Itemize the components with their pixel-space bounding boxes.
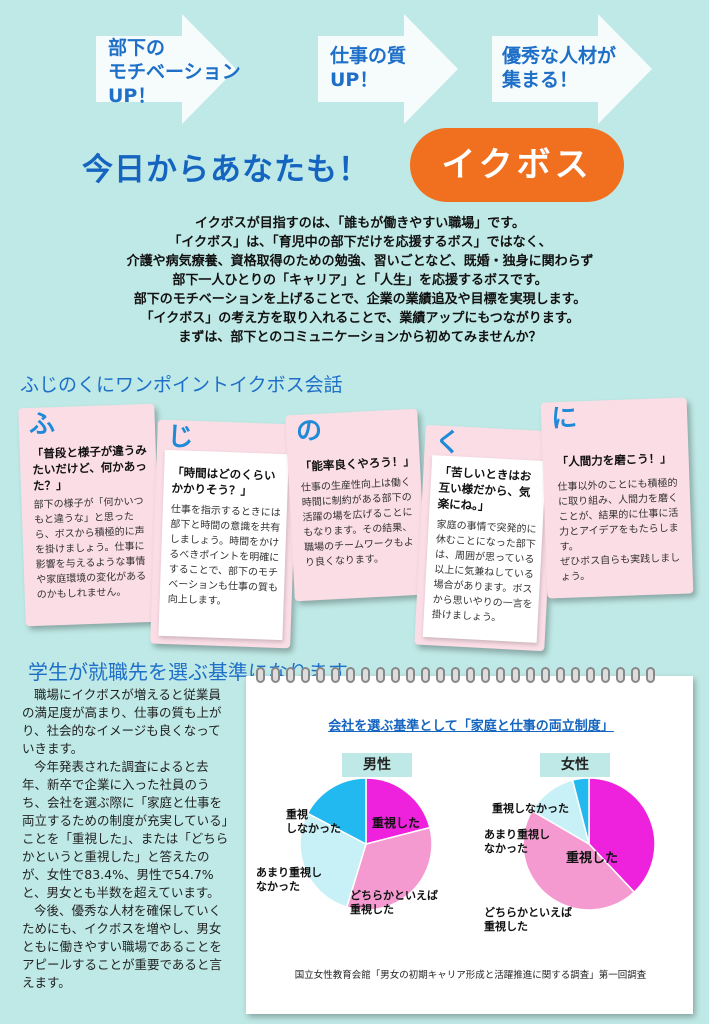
binder-rings [256, 667, 686, 687]
gender-label-male: 男性 [342, 753, 412, 777]
note-char: の [295, 415, 323, 448]
binder-ring [406, 667, 415, 683]
intro-line: 部下一人ひとりの「キャリア」と「人生」を応援するボスです。 [172, 273, 548, 288]
arrow-talent: 優秀な人材が 集まる！ [492, 14, 682, 124]
intro-line: まずは、部下とのコミュニケーションから初めてみませんか？ [178, 330, 542, 345]
note-head: 「人間力を磨こう！」 [556, 451, 672, 470]
intro-text: イクボスが目指すのは、「誰もが働きやすい職場」です。 「イクボス」は、「育児中の… [60, 214, 660, 347]
arrow-text-talent: 優秀な人材が 集まる！ [502, 45, 617, 91]
note-body: 仕事を指示するときには部下と時間の意識を共有しましょう。時間をかけるべきポイント… [167, 504, 281, 608]
arrow-motivation: 部下の モチベーション UP！ [96, 14, 286, 124]
headline: 今日からあなたも！ [82, 152, 370, 188]
chart-title: 会社を選ぶ基準として「家庭と仕事の両立制度」 [328, 719, 614, 734]
body-paragraph: 今年発表された調査によると去年、新卒で企業に入った社員のうち、会社を選ぶ際に「家… [22, 759, 229, 900]
pie-slice-male-2 [299, 812, 367, 909]
pie-slice-female-1 [522, 809, 636, 911]
note-head: 「能率良くやろう！」 [299, 453, 416, 474]
source-note: 国立女性教育会館「男女の初期キャリア形成と活躍推進に関する調査」第一回調査 [294, 970, 647, 981]
note-ni: に 「人間力を磨こう！」 仕事以外のことにも積極的に取り組み、人間力を磨くことが… [540, 397, 694, 599]
binder-ring [496, 667, 505, 683]
binder-ring [436, 667, 445, 683]
binder-ring [286, 667, 295, 683]
binder-ring [361, 667, 370, 683]
note-char: く [434, 427, 462, 459]
note-char: に [550, 403, 578, 435]
binder-ring [466, 667, 475, 683]
binder-ring [256, 667, 265, 683]
binder-ring [481, 667, 490, 683]
binder-ring [391, 667, 400, 683]
note-body: 家庭の事情で突発的に休むことになった部下は、周囲が思っている以上に気兼ねしている… [431, 519, 537, 624]
intro-line: イクボスが目指すのは、「誰もが働きやすい職場」です。 [195, 216, 525, 231]
binder-ring [631, 667, 640, 683]
binder-ring [601, 667, 610, 683]
gender-label-female: 女性 [540, 753, 610, 777]
binder-ring [331, 667, 340, 683]
label-female-important: 重視した [566, 851, 619, 866]
binder-ring [376, 667, 385, 683]
arrow-text-motivation: 部下の モチベーション UP！ [108, 37, 241, 107]
pie-charts [299, 777, 656, 911]
label-female-not-much: あまり重視し なかった [484, 828, 550, 855]
note-head: 「時間はどのくらいかかりそう？」 [171, 465, 276, 498]
intro-line: 部下のモチベーションを上げることで、企業の業績追及や目標を実現します。 [133, 292, 587, 307]
body-text: 職場にイクボスが増えると従業員の満足度が高まり、仕事の質も上がり、社会的なイメー… [22, 686, 232, 992]
note-fu: ふ 「普段と様子が違うみたいだけど、何かあった？」 部下の様子が「何かいつもと違… [18, 403, 162, 627]
label-female-not: 重視しなかった [492, 802, 569, 815]
pie-slice-female-3 [571, 777, 590, 845]
binder-ring [541, 667, 550, 683]
binder-ring [451, 667, 460, 683]
note-ku: く 「苦しいときはお互い様だから、気楽にね。」 家庭の事情で突発的に休むことにな… [414, 424, 556, 652]
label-male-somewhat: どちらかといえば 重視した [350, 889, 438, 916]
body-paragraph: 今後、優秀な人材を確保していくためにも、イクボスを増やし、男女ともに働きやすい職… [22, 903, 222, 990]
arrow-shape [492, 14, 652, 124]
note-body: 仕事以外のことにも積極的に取り組み、人間力を磨くことが、結果的に仕事に活力とアイ… [557, 477, 681, 584]
note-body: 仕事の生産性向上は働く時間に制約がある部下の活躍の場を広げることにもなります。そ… [300, 477, 415, 569]
binder-ring [511, 667, 520, 683]
chart-paper: 会社を選ぶ基準として「家庭と仕事の両立制度」 男性 女性 重視した どちらかとい… [246, 667, 693, 1014]
binder-ring [571, 667, 580, 683]
pie-slice-male-3 [306, 777, 367, 846]
binder-ring [586, 667, 595, 683]
pie-slice-male-0 [365, 777, 431, 845]
binder-ring [271, 667, 280, 683]
arrow-quality: 仕事の質 UP！ [318, 14, 508, 124]
note-char: ふ [28, 409, 56, 441]
binder-ring [421, 667, 430, 683]
intro-line: 介護や病気療養、資格取得のための勉強、習いごとなど、既婚・独身に関わらず [126, 254, 594, 269]
label-female-somewhat: どちらかといえば 重視した [484, 906, 572, 933]
pie-slice-male-1 [345, 826, 433, 911]
arrow-text-quality: 仕事の質 UP！ [330, 45, 407, 91]
pie-slice-female-0 [588, 777, 656, 894]
binder-ring [646, 667, 655, 683]
note-char: じ [166, 421, 194, 453]
binder-ring [556, 667, 565, 683]
arrow-shape [318, 14, 458, 124]
binder-ring [346, 667, 355, 683]
label-male-not: 重視 しなかった [286, 808, 341, 835]
note-head: 「苦しいときはお互い様だから、気楽にね。」 [437, 464, 532, 514]
binder-ring [616, 667, 625, 683]
label-male-not-much: あまり重視し なかった [256, 866, 322, 893]
note-ji: じ 「時間はどのくらいかかりそう？」 仕事を指示するときには部下と時間の意識を共… [150, 419, 298, 649]
binder-ring [316, 667, 325, 683]
binder-ring [301, 667, 310, 683]
note-head: 「普段と様子が違うみたいだけど、何かあった？」 [31, 442, 148, 493]
arrow-shape [96, 14, 236, 124]
label-male-important: 重視した [372, 816, 421, 830]
body-paragraph: 職場にイクボスが増えると従業員の満足度が高まり、仕事の質も上がり、社会的なイメー… [22, 687, 222, 756]
intro-line: 「イクボス」は、「育児中の部下だけを応援するボス」ではなく、 [168, 235, 552, 250]
ikuboss-badge: イクボス [410, 128, 624, 202]
note-body: 部下の様子が「何かいつもと違うな」と思ったら、ボスから積極的に声を掛けましょう。… [33, 496, 147, 601]
intro-line: 「イクボス」の考え方を取り入れることで、業績アップにもつながります。 [140, 311, 580, 326]
note-no: の 「能率良くやろう！」 仕事の生産性向上は働く時間に制約がある部下の活躍の場を… [285, 408, 427, 602]
section-title-conversation: ふじのくにワンポイントイクボス会話 [20, 374, 343, 396]
binder-ring [526, 667, 535, 683]
